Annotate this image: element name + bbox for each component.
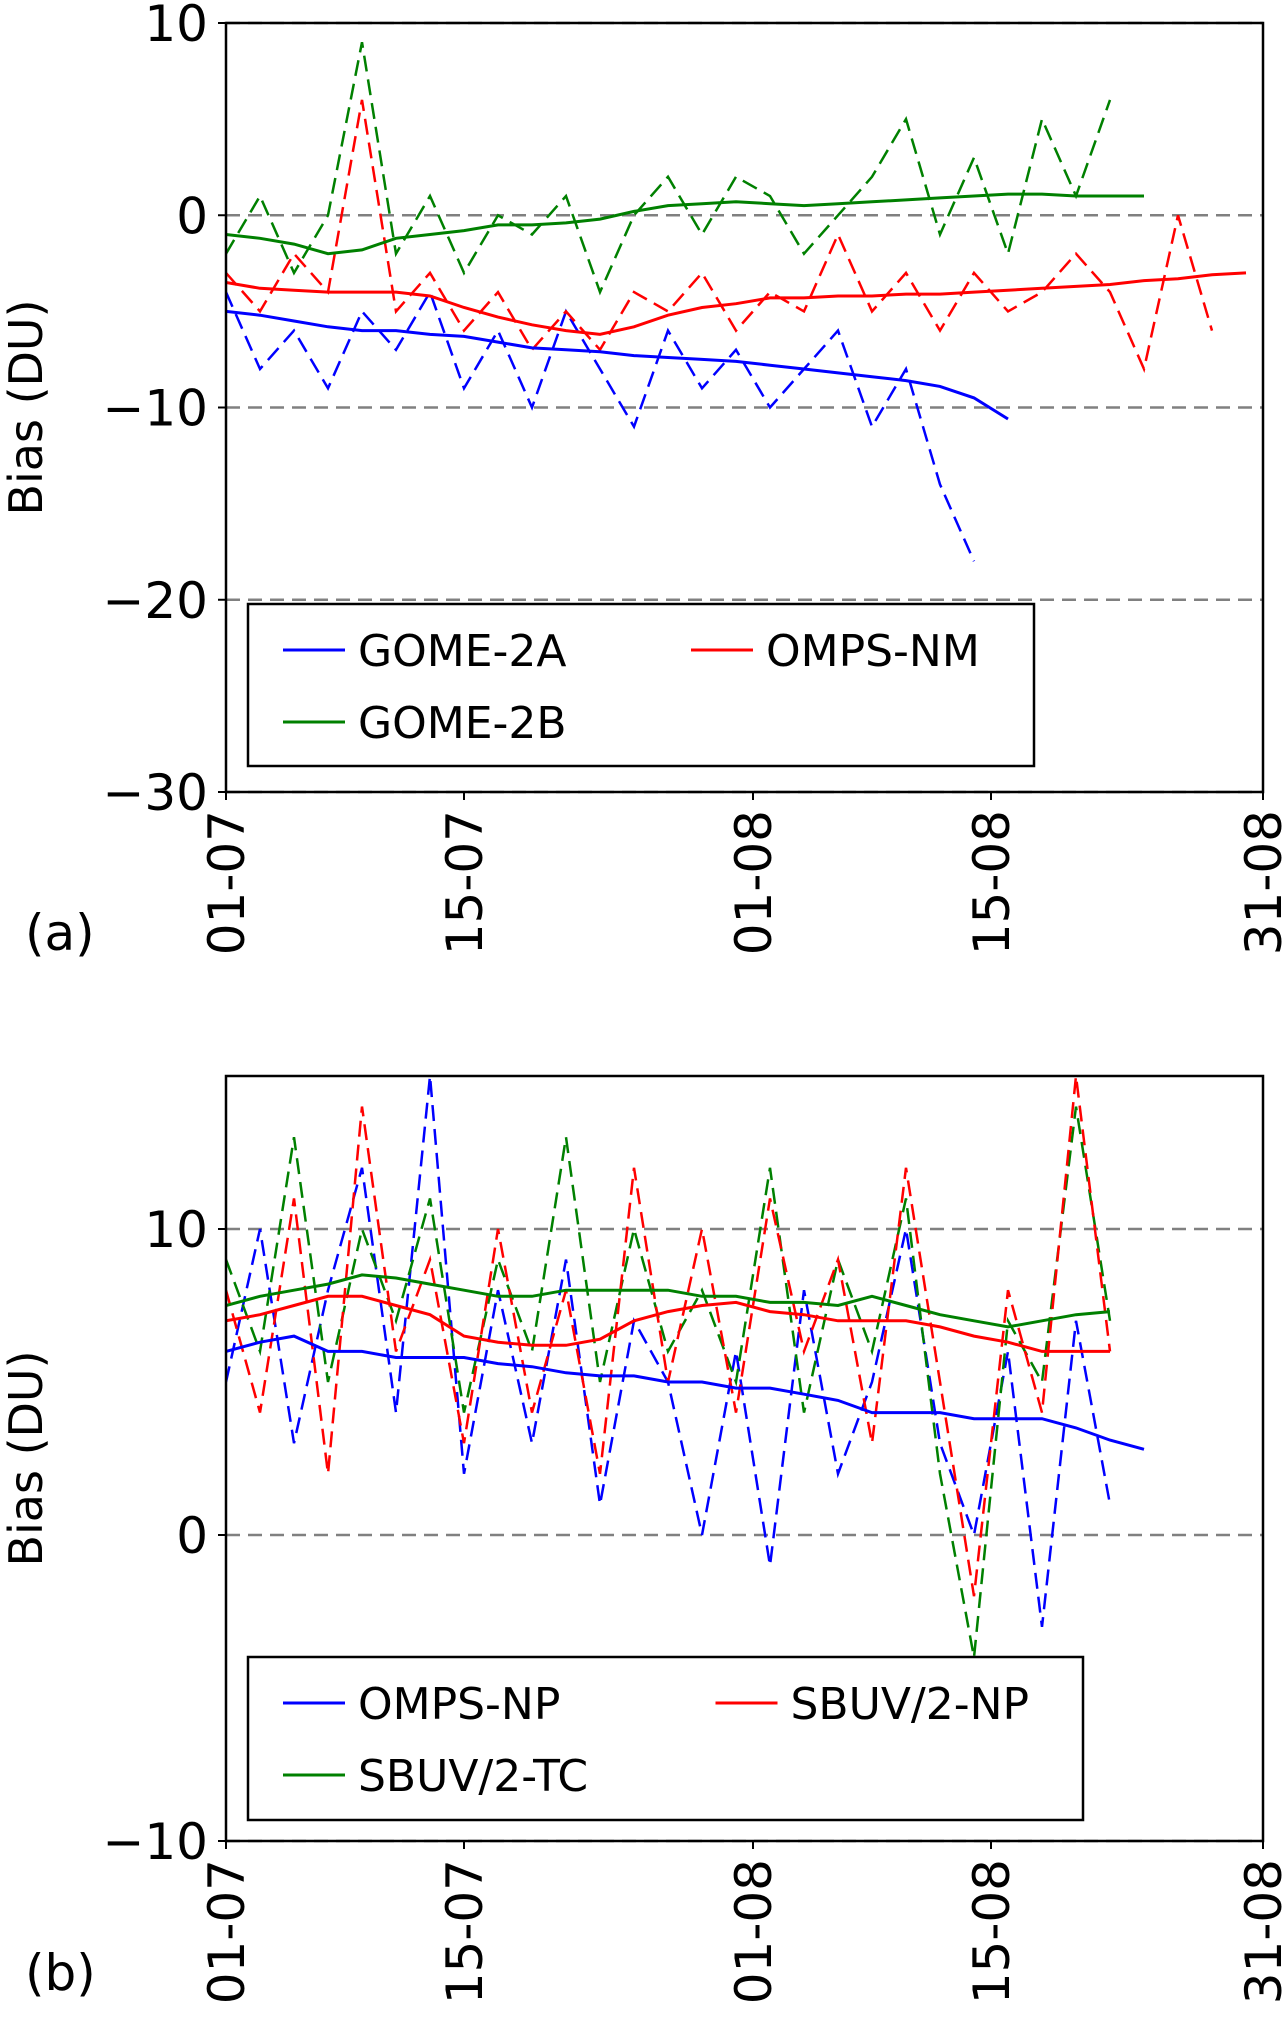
y-tick-label: −10 xyxy=(102,1813,208,1871)
panel-label: (b) xyxy=(25,1944,96,2002)
x-tick-label: 15-08 xyxy=(963,810,1021,955)
legend-label: GOME-2B xyxy=(358,698,567,749)
legend-label: SBUV/2-NP xyxy=(791,1679,1030,1730)
mean-line xyxy=(226,192,1144,256)
x-tick-label: 01-08 xyxy=(725,810,783,955)
panel-label: (a) xyxy=(25,904,95,962)
legend-label: OMPS-NP xyxy=(358,1679,560,1730)
daily-line xyxy=(226,289,976,562)
mean-line xyxy=(226,1294,1110,1353)
plot-frame xyxy=(224,21,1265,794)
legend-label: GOME-2A xyxy=(358,626,566,677)
mean-line xyxy=(226,1273,1111,1329)
daily-line xyxy=(226,99,1214,373)
y-tick-label: 10 xyxy=(144,1201,208,1259)
x-tick-label: 01-07 xyxy=(198,810,256,955)
x-tick-label: 15-08 xyxy=(963,1859,1021,2004)
x-tick-label: 01-08 xyxy=(725,1859,783,2004)
mean-line xyxy=(226,271,1247,336)
daily-line xyxy=(226,1106,1112,1658)
x-tick-label: 15-07 xyxy=(436,1859,494,2004)
mean-line xyxy=(226,309,1009,421)
mean-line xyxy=(226,1334,1145,1451)
x-tick-label: 31-08 xyxy=(1235,810,1282,955)
y-tick-label: −20 xyxy=(102,572,208,630)
legend-label: SBUV/2-TC xyxy=(358,1751,588,1802)
y-tick-label: −10 xyxy=(102,380,208,438)
daily-line xyxy=(226,41,1112,296)
y-axis-label: Bias (DU) xyxy=(0,1350,53,1566)
x-tick-label: 15-07 xyxy=(436,810,494,955)
legend-box xyxy=(246,602,1036,768)
plot-frame xyxy=(224,1074,1265,1843)
y-axis-label: Bias (DU) xyxy=(0,299,53,515)
x-tick-label: 31-08 xyxy=(1235,1859,1282,2004)
legend-label: OMPS-NM xyxy=(766,626,980,677)
x-tick-label: 01-07 xyxy=(198,1859,256,2004)
legend-box xyxy=(246,1655,1085,1822)
y-tick-label: 10 xyxy=(144,0,208,53)
y-tick-label: −30 xyxy=(102,764,208,822)
y-tick-label: 0 xyxy=(176,187,208,245)
y-tick-label: 0 xyxy=(176,1507,208,1565)
